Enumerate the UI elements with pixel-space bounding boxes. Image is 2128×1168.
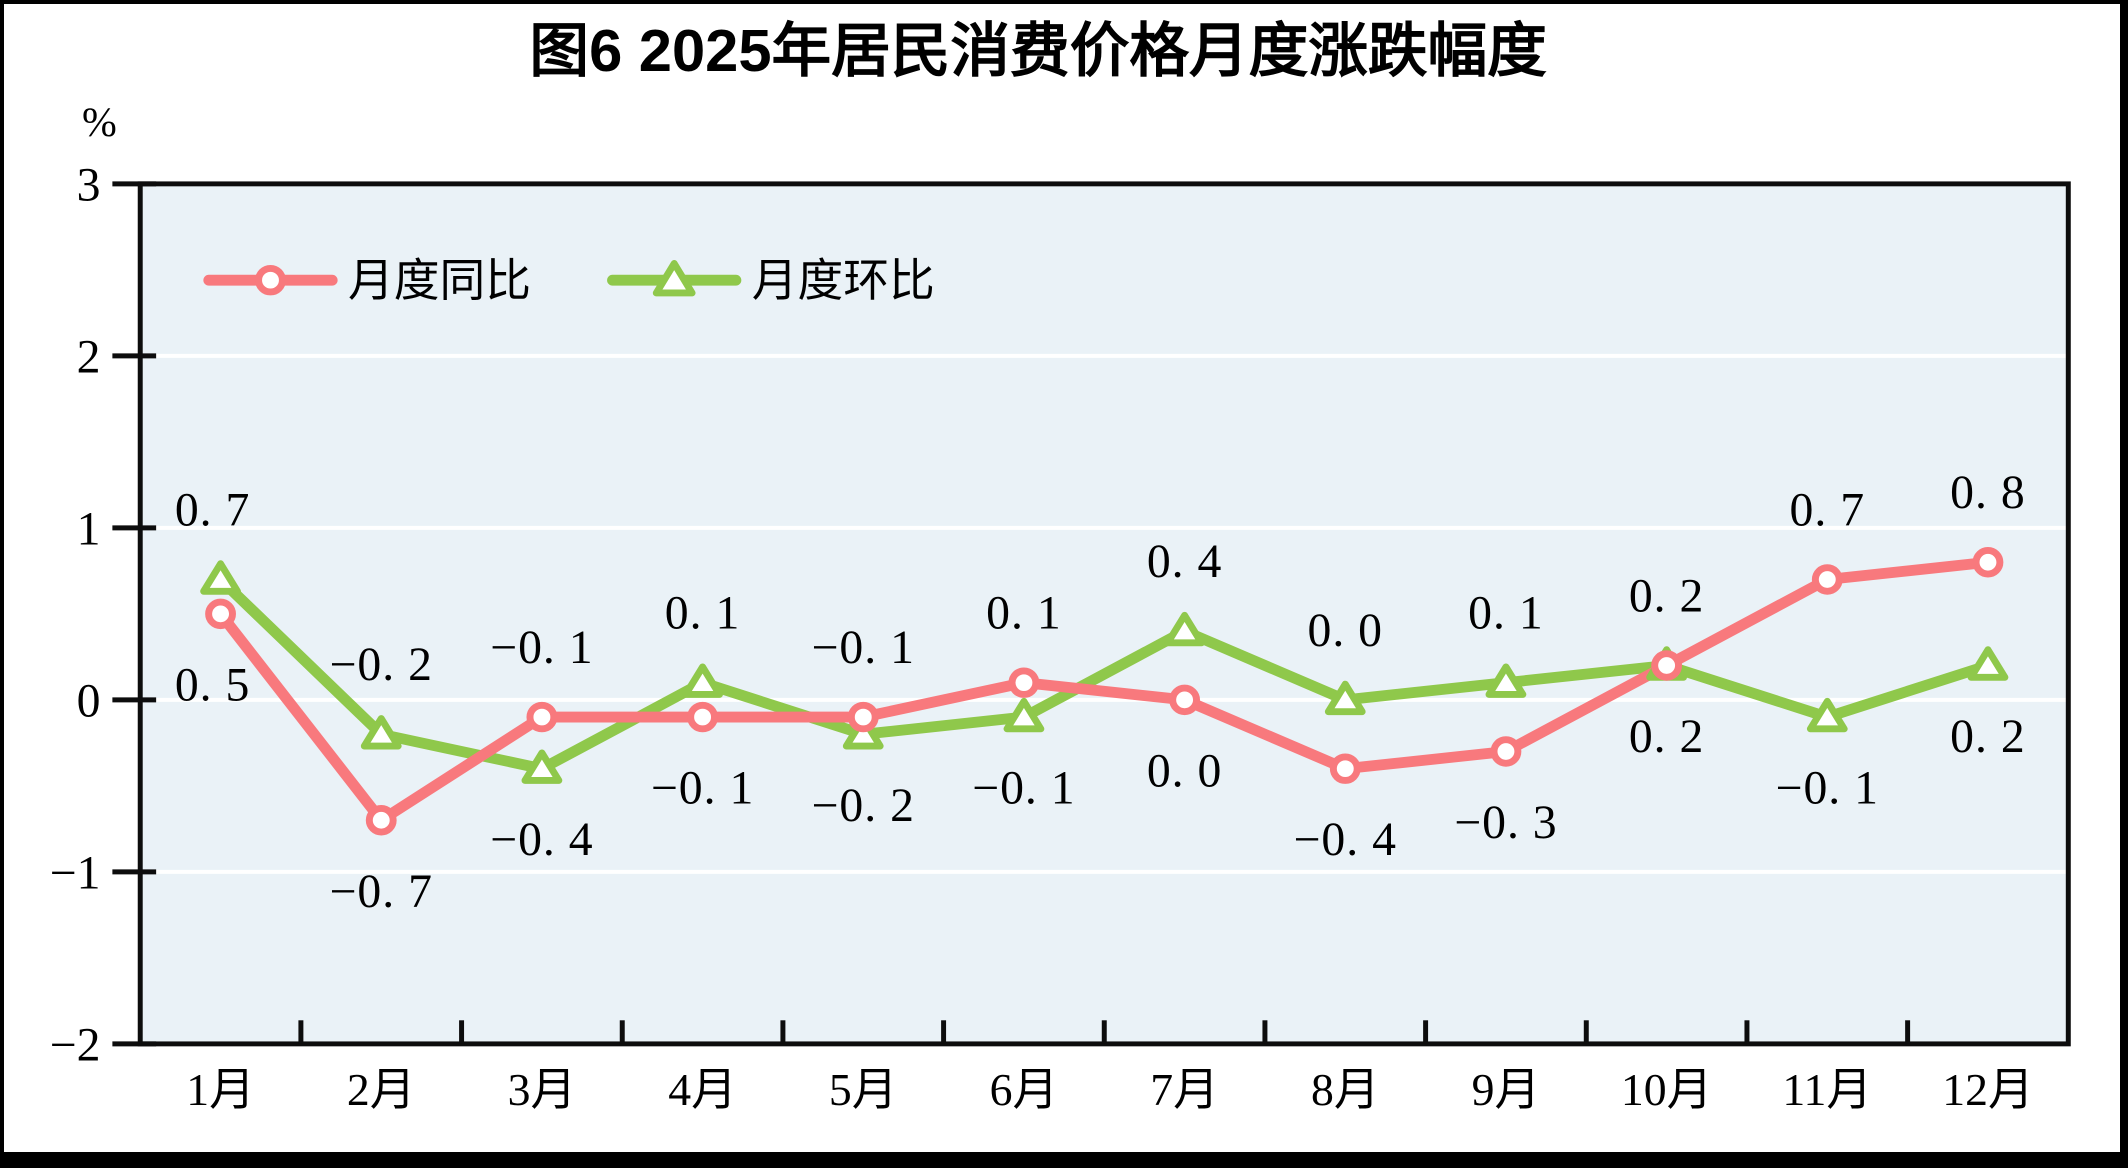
x-axis-month-label: 6月 bbox=[990, 1064, 1059, 1115]
legend-label-mom: 月度环比 bbox=[752, 255, 935, 306]
data-value-label: −0. 1 bbox=[812, 622, 915, 674]
data-point-triangle-marker bbox=[1164, 611, 1205, 647]
y-axis-tick-label: −1 bbox=[50, 848, 101, 900]
x-axis-month-label: 2月 bbox=[347, 1064, 416, 1115]
data-value-label: −0. 7 bbox=[330, 866, 433, 918]
data-point-circle-marker bbox=[1169, 684, 1201, 716]
data-point-triangle-marker bbox=[521, 749, 563, 784]
x-axis-month-label: 5月 bbox=[829, 1064, 898, 1115]
x-axis-month-label: 12月 bbox=[1942, 1064, 2033, 1115]
data-value-label: −0. 2 bbox=[812, 780, 915, 832]
chart-title: 图6 2025年居民消费价格月度涨跌幅度 bbox=[529, 17, 1547, 84]
data-value-label: 0. 8 bbox=[1950, 467, 2026, 519]
series-line-mom bbox=[215, 574, 1994, 775]
x-axis-month-label: 3月 bbox=[508, 1064, 577, 1115]
legend-label-yoy: 月度同比 bbox=[348, 255, 531, 306]
cpi-monthly-change-line-chart: 图6 2025年居民消费价格月度涨跌幅度 % 3 2 1 0 −1 −2 1月 2月 3月 4月… bbox=[50, 17, 2071, 1115]
x-axis-month-label: 4月 bbox=[668, 1064, 737, 1115]
y-axis-tick-label: −2 bbox=[50, 1020, 101, 1072]
y-axis-unit-label: % bbox=[82, 99, 117, 145]
x-axis-month-label: 10月 bbox=[1621, 1064, 1712, 1115]
data-point-circle-marker bbox=[365, 805, 397, 836]
data-value-label: 0. 2 bbox=[1629, 571, 1705, 623]
data-point-triangle-marker bbox=[1967, 646, 2009, 681]
legend-triangle-marker-icon bbox=[652, 260, 696, 297]
data-value-label: 0. 2 bbox=[1950, 711, 2026, 763]
data-point-triangle-marker bbox=[1806, 697, 1848, 733]
x-axis: 1月 2月 3月 4月 5月 6月 7月 8月 9月 10月 11月 12月 bbox=[186, 1020, 2034, 1115]
data-point-circle-marker bbox=[205, 598, 236, 630]
y-axis-tick-label: 3 bbox=[77, 160, 101, 212]
data-value-label: −0. 3 bbox=[1454, 797, 1557, 849]
x-axis-month-label: 9月 bbox=[1472, 1064, 1541, 1115]
data-value-label: 0. 2 bbox=[1629, 711, 1705, 763]
data-point-circle-marker bbox=[1972, 547, 2004, 578]
y-axis-tick-label: 0 bbox=[77, 676, 101, 728]
x-axis-month-label: 7月 bbox=[1150, 1064, 1219, 1115]
data-value-label: −0. 1 bbox=[651, 763, 754, 815]
data-point-triangle-marker bbox=[200, 560, 241, 595]
data-value-label: −0. 4 bbox=[1294, 814, 1397, 866]
data-point-circle-marker bbox=[1490, 736, 1522, 767]
data-value-label: 0. 0 bbox=[1147, 746, 1223, 798]
data-value-label: 0. 4 bbox=[1147, 536, 1223, 588]
data-point-triangle-marker bbox=[1324, 680, 1366, 716]
y-axis-tick-label: 1 bbox=[77, 504, 101, 556]
data-point-circle-marker bbox=[1651, 650, 1683, 681]
series-markers bbox=[200, 547, 2009, 836]
data-value-label: −0. 1 bbox=[1776, 763, 1879, 815]
data-point-triangle-marker bbox=[1485, 663, 1527, 698]
plot-background bbox=[140, 183, 2069, 1044]
data-value-label: 0. 1 bbox=[1468, 588, 1544, 640]
data-value-label: −0. 1 bbox=[972, 763, 1075, 815]
data-value-label: 0. 0 bbox=[1307, 605, 1383, 657]
legend-circle-marker-icon bbox=[255, 264, 286, 296]
data-value-label: −0. 4 bbox=[490, 814, 593, 866]
data-point-circle-marker bbox=[526, 701, 558, 733]
data-value-label: −0. 2 bbox=[330, 639, 433, 691]
data-value-label: 0. 5 bbox=[175, 660, 251, 712]
data-point-circle-marker bbox=[1329, 753, 1361, 784]
series-lines bbox=[215, 556, 1994, 826]
data-value-label: −0. 1 bbox=[490, 622, 593, 674]
data-value-label: 0. 1 bbox=[665, 588, 741, 640]
data-point-triangle-marker bbox=[360, 715, 402, 750]
x-axis-month-label: 11月 bbox=[1782, 1064, 1872, 1115]
series-line-yoy bbox=[215, 556, 1994, 826]
y-axis-tick-label: 2 bbox=[77, 332, 101, 384]
data-point-circle-marker bbox=[1811, 564, 1843, 595]
plot-area bbox=[140, 183, 2069, 1044]
data-point-circle-marker bbox=[687, 701, 718, 733]
data-labels: 0. 5 −0. 7 −0. 1 −0. 1 −0. 1 0. 1 0. 0 −0. 4 −0.… bbox=[175, 467, 2026, 918]
x-axis-month-label: 8月 bbox=[1311, 1064, 1380, 1115]
data-value-label: 0. 7 bbox=[1790, 485, 1866, 537]
data-point-circle-marker bbox=[1008, 667, 1040, 698]
x-axis-month-label: 1月 bbox=[186, 1064, 255, 1115]
data-point-circle-marker bbox=[847, 701, 879, 733]
data-value-label: 0. 1 bbox=[986, 588, 1062, 640]
data-point-triangle-marker bbox=[1003, 697, 1045, 733]
legend: 月度同比 月度环比 bbox=[203, 255, 935, 306]
data-point-triangle-marker bbox=[682, 663, 723, 698]
gridlines bbox=[140, 353, 2069, 874]
y-axis: 3 2 1 0 −1 −2 bbox=[50, 160, 157, 1072]
data-value-label: 0. 7 bbox=[175, 485, 251, 537]
